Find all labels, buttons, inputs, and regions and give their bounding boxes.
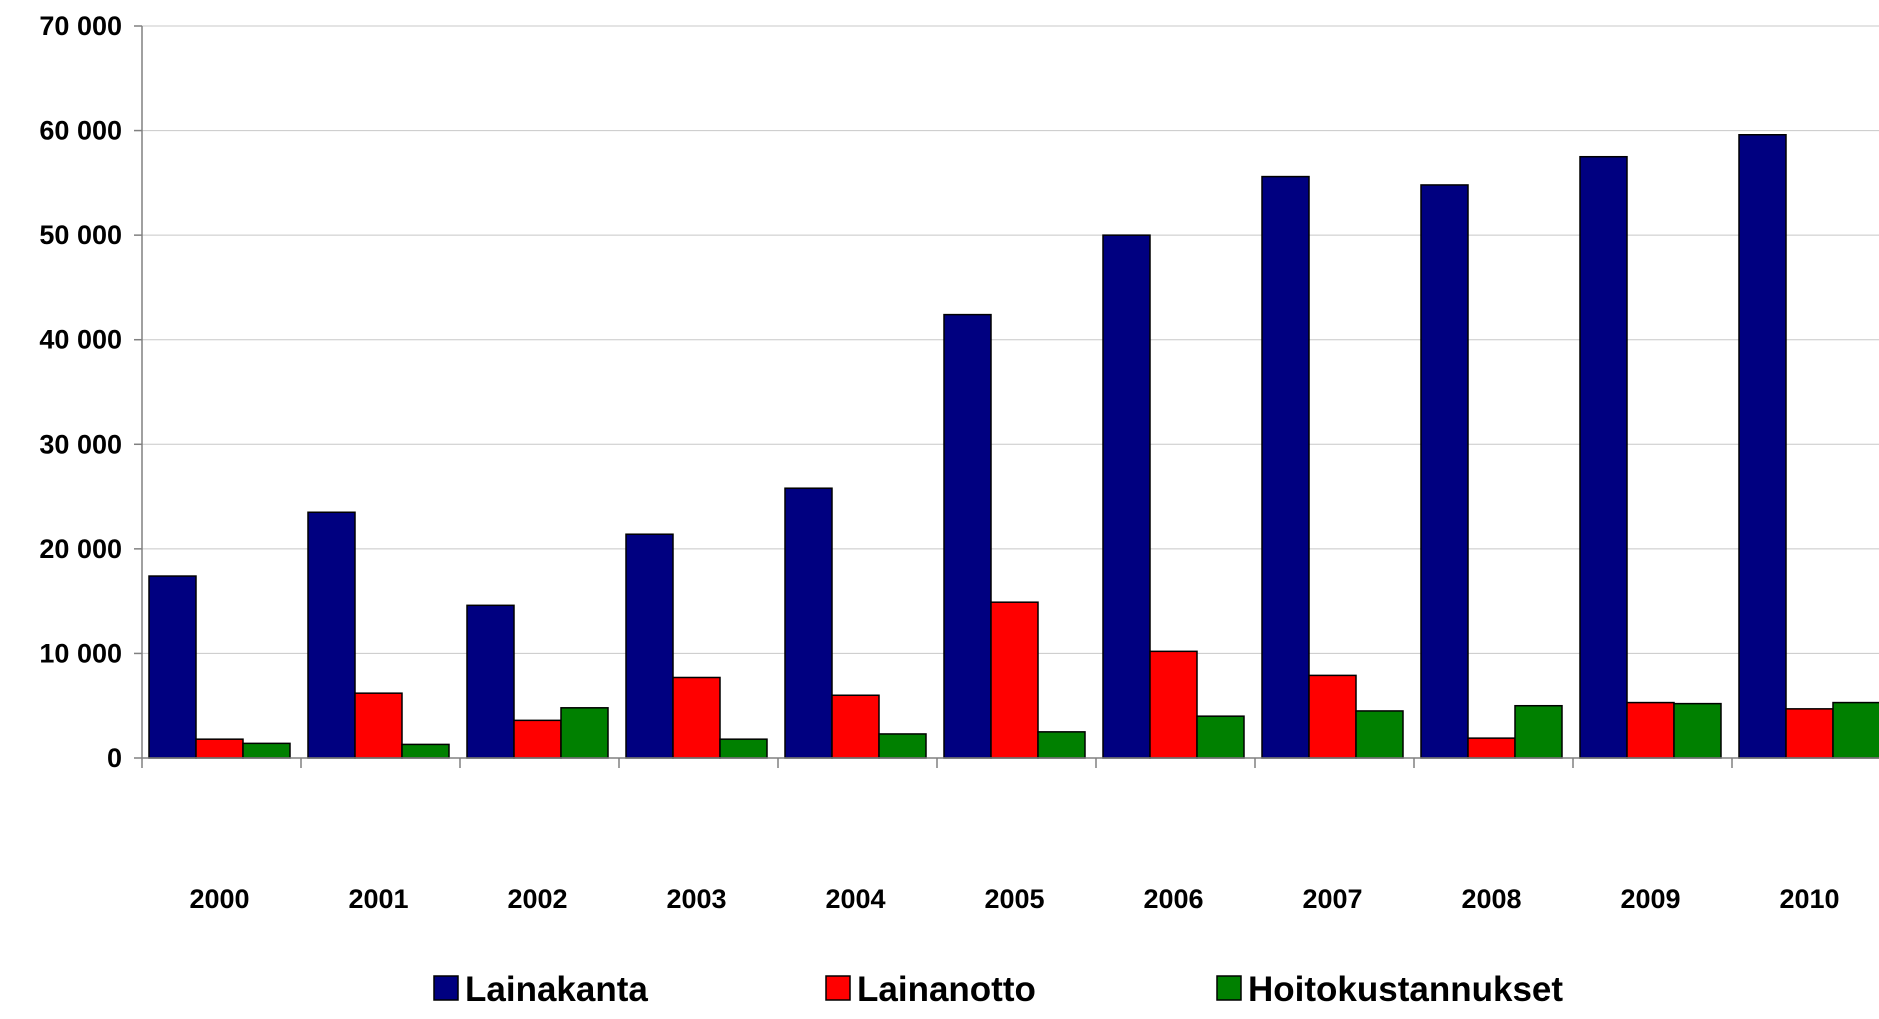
bar-lainakanta-2010: [1738, 134, 1787, 759]
x-tick-label: 2001: [348, 884, 408, 914]
bar-lainanotto-2001: [354, 692, 403, 759]
bar-hoitokustannukset-2007: [1355, 710, 1404, 759]
y-tick-label: 30 000: [39, 429, 122, 459]
x-tick-label: 2009: [1620, 884, 1680, 914]
bar-hoitokustannukset-2008: [1514, 704, 1563, 759]
legend-label-lainanotto: Lainanotto: [857, 970, 1036, 1009]
bar-lainakanta-2008: [1420, 184, 1469, 759]
x-tick-label: 2010: [1779, 884, 1839, 914]
legend: Lainakanta Lainanotto Hoitokustannukset: [433, 970, 1563, 1009]
bar-lainakanta-2004: [784, 487, 833, 759]
y-tick-label: 10 000: [39, 638, 122, 668]
bar-hoitokustannukset-2002: [560, 707, 609, 759]
bar-hoitokustannukset-2000: [242, 742, 291, 759]
x-tick-label: 2002: [507, 884, 567, 914]
y-tick-label: 0: [107, 743, 122, 773]
axes: [134, 25, 1879, 768]
x-tick-label: 2006: [1143, 884, 1203, 914]
bar-lainanotto-2005: [990, 601, 1039, 759]
bar-hoitokustannukset-2004: [878, 733, 927, 759]
y-tick-label: 40 000: [39, 325, 122, 355]
bar-lainanotto-2006: [1149, 650, 1198, 759]
bar-lainakanta-2005: [943, 313, 992, 759]
y-tick-label: 50 000: [39, 220, 122, 250]
x-tick-label: 2000: [189, 884, 249, 914]
bar-hoitokustannukset-2009: [1673, 702, 1722, 759]
bar-lainakanta-2001: [307, 511, 356, 759]
x-tick-label: 2005: [984, 884, 1044, 914]
bar-lainanotto-2010: [1785, 708, 1834, 759]
legend-swatch-lainakanta: [433, 975, 459, 1001]
x-tick-label: 2003: [666, 884, 726, 914]
bar-lainanotto-2008: [1467, 737, 1516, 759]
y-tick-label: 20 000: [39, 534, 122, 564]
y-tick-label: 70 000: [39, 11, 122, 41]
x-tick-label: 2008: [1461, 884, 1521, 914]
gridlines: [142, 25, 1879, 654]
y-tick-label: 60 000: [39, 116, 122, 146]
bar-lainanotto-2003: [672, 676, 721, 759]
bar-lainanotto-2004: [831, 694, 880, 759]
bar-lainanotto-2000: [195, 738, 244, 759]
legend-label-hoitokustannukset: Hoitokustannukset: [1248, 970, 1563, 1009]
bar-lainanotto-2002: [513, 719, 562, 759]
y-axis-tick-labels: 0 10 000 20 000 30 000 40 000 50 000 60 000 70 …: [39, 11, 122, 773]
bar-lainanotto-2007: [1308, 674, 1357, 759]
bar-hoitokustannukset-2003: [719, 738, 768, 759]
bar-lainakanta-2002: [466, 604, 515, 759]
bar-hoitokustannukset-2010: [1832, 701, 1879, 759]
bar-hoitokustannukset-2006: [1196, 715, 1245, 759]
legend-swatch-hoitokustannukset: [1216, 975, 1242, 1001]
bar-hoitokustannukset-2001: [401, 743, 450, 759]
x-tick-label: 2004: [825, 884, 885, 914]
bar-lainakanta-2000: [148, 575, 197, 759]
legend-label-lainakanta: Lainakanta: [465, 970, 648, 1009]
bars: [148, 134, 1879, 759]
bar-lainakanta-2006: [1102, 234, 1151, 759]
bar-lainakanta-2009: [1579, 155, 1628, 759]
bar-lainakanta-2003: [625, 533, 674, 759]
x-axis-tick-labels: 2000 2001 2002 2003 2004 2005 2006 2007 2008 2009…: [189, 884, 1839, 914]
bar-lainakanta-2007: [1261, 175, 1310, 759]
legend-swatch-lainanotto: [825, 975, 851, 1001]
x-tick-label: 2007: [1302, 884, 1362, 914]
bar-hoitokustannukset-2005: [1037, 731, 1086, 759]
bar-lainanotto-2009: [1626, 701, 1675, 759]
